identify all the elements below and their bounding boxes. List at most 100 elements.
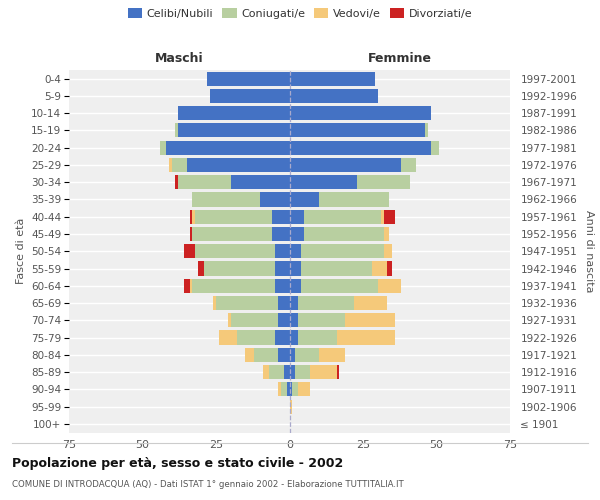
Bar [290, 382, 292, 396]
Bar [260, 192, 290, 206]
Bar [210, 89, 290, 103]
Bar [298, 313, 346, 328]
Bar [295, 348, 319, 362]
Bar [166, 140, 290, 155]
Text: Popolazione per età, sesso e stato civile - 2002: Popolazione per età, sesso e stato civil… [12, 458, 343, 470]
Bar [275, 262, 290, 276]
Bar [213, 296, 216, 310]
Bar [431, 140, 439, 155]
Bar [272, 210, 290, 224]
Bar [386, 262, 392, 276]
Bar [383, 227, 389, 241]
Bar [178, 106, 290, 120]
Bar [378, 278, 401, 293]
Bar [383, 210, 395, 224]
Bar [290, 313, 298, 328]
Bar [380, 210, 383, 224]
Bar [269, 365, 284, 379]
Bar [301, 262, 372, 276]
Bar [184, 278, 190, 293]
Text: Femmine: Femmine [368, 52, 432, 64]
Y-axis label: Anni di nascita: Anni di nascita [584, 210, 594, 292]
Bar [172, 158, 187, 172]
Bar [310, 365, 337, 379]
Bar [301, 278, 378, 293]
Bar [357, 175, 410, 190]
Bar [196, 244, 275, 258]
Bar [230, 175, 290, 190]
Bar [290, 175, 357, 190]
Bar [337, 365, 340, 379]
Bar [301, 244, 383, 258]
Text: Maschi: Maschi [155, 52, 203, 64]
Bar [193, 278, 275, 293]
Bar [230, 313, 278, 328]
Bar [272, 227, 290, 241]
Bar [290, 348, 295, 362]
Bar [254, 348, 278, 362]
Bar [290, 227, 304, 241]
Bar [184, 244, 196, 258]
Bar [304, 210, 380, 224]
Bar [199, 262, 204, 276]
Bar [281, 382, 287, 396]
Bar [160, 140, 166, 155]
Bar [337, 330, 395, 344]
Bar [290, 192, 319, 206]
Bar [298, 330, 337, 344]
Bar [290, 124, 425, 138]
Bar [275, 244, 290, 258]
Bar [319, 192, 389, 206]
Legend: Celibi/Nubili, Coniugati/e, Vedovi/e, Divorziati/e: Celibi/Nubili, Coniugati/e, Vedovi/e, Di… [128, 8, 472, 19]
Bar [216, 296, 278, 310]
Bar [263, 365, 269, 379]
Bar [178, 124, 290, 138]
Bar [193, 227, 272, 241]
Bar [284, 365, 290, 379]
Bar [287, 382, 290, 396]
Bar [290, 106, 431, 120]
Bar [304, 227, 383, 241]
Bar [196, 210, 272, 224]
Bar [207, 72, 290, 86]
Bar [319, 348, 346, 362]
Bar [190, 210, 193, 224]
Bar [425, 124, 428, 138]
Bar [228, 313, 230, 328]
Bar [354, 296, 386, 310]
Bar [187, 158, 290, 172]
Bar [290, 140, 431, 155]
Bar [292, 382, 298, 396]
Bar [290, 89, 378, 103]
Bar [290, 244, 301, 258]
Bar [290, 210, 304, 224]
Bar [245, 348, 254, 362]
Bar [178, 175, 230, 190]
Bar [193, 210, 196, 224]
Bar [290, 330, 298, 344]
Bar [275, 330, 290, 344]
Bar [278, 348, 290, 362]
Bar [298, 382, 310, 396]
Bar [295, 365, 310, 379]
Bar [190, 227, 193, 241]
Bar [175, 175, 178, 190]
Bar [298, 296, 354, 310]
Bar [290, 262, 301, 276]
Bar [275, 278, 290, 293]
Bar [290, 365, 295, 379]
Y-axis label: Fasce di età: Fasce di età [16, 218, 26, 284]
Bar [290, 158, 401, 172]
Bar [175, 124, 178, 138]
Bar [278, 296, 290, 310]
Bar [236, 330, 275, 344]
Text: COMUNE DI INTRODACQUA (AQ) - Dati ISTAT 1° gennaio 2002 - Elaborazione TUTTITALI: COMUNE DI INTRODACQUA (AQ) - Dati ISTAT … [12, 480, 404, 489]
Bar [290, 296, 298, 310]
Bar [169, 158, 172, 172]
Bar [401, 158, 416, 172]
Bar [278, 382, 281, 396]
Bar [290, 278, 301, 293]
Bar [290, 400, 292, 413]
Bar [346, 313, 395, 328]
Bar [219, 330, 236, 344]
